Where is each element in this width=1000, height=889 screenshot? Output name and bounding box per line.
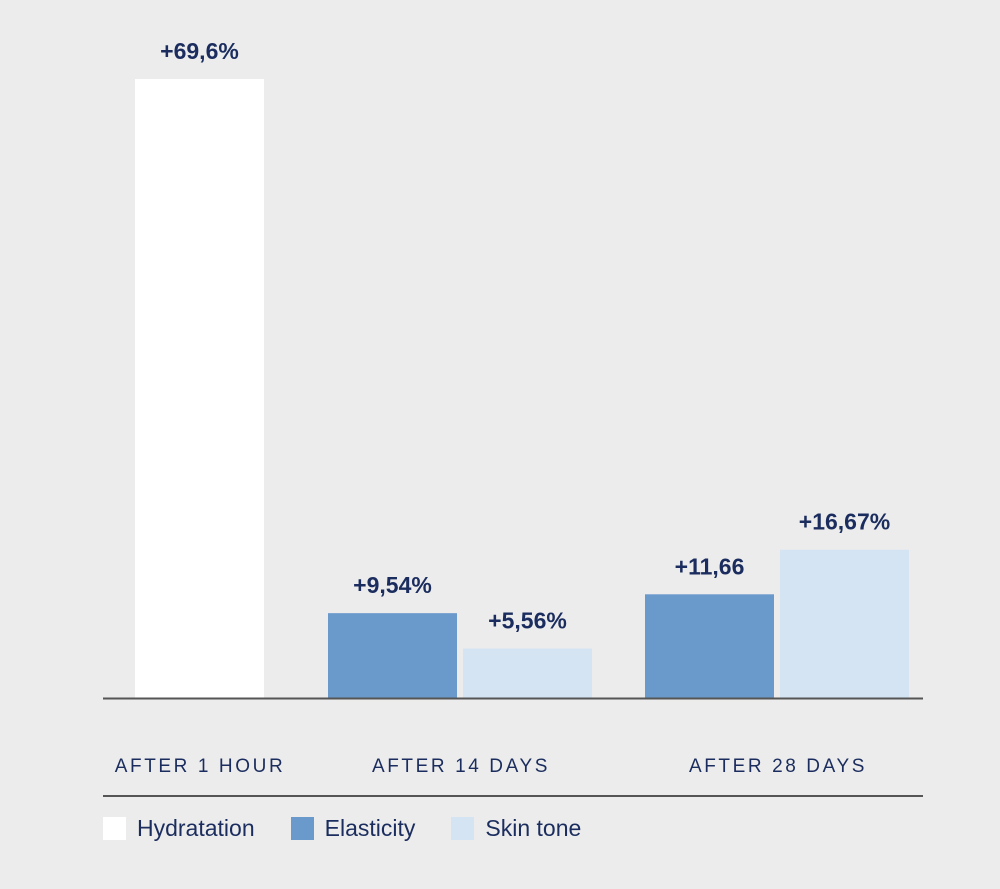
value-labels-layer: +69,6% +9,54% +5,56% +11,66 +16,67%: [160, 38, 890, 634]
data-label-elasticity-after-28-days: +11,66: [675, 553, 745, 579]
legend-label-skin-tone: Skin tone: [485, 814, 582, 841]
legend-item-hydratation: Hydratation: [103, 815, 255, 842]
legend-item-elasticity: Elasticity: [290, 814, 416, 842]
legend-item-skin-tone: Skin tone: [451, 815, 581, 842]
legend: Hydratation Elasticity Skin tone: [103, 811, 617, 845]
legend-label-hydratation: Hydratation: [137, 814, 255, 841]
category-labels-layer: AFTER 1 HOUR AFTER 14 DAYS AFTER 28 DAYS: [115, 756, 867, 777]
bar-skin-tone-after-14-days: [463, 648, 592, 698]
legend-swatch-hydratation: [103, 816, 126, 840]
category-label-after-14-days: AFTER 14 DAYS: [372, 756, 550, 777]
data-label-skin-tone-after-28-days: +16,67%: [799, 509, 890, 535]
legend-label-elasticity: Elasticity: [324, 814, 416, 841]
data-label-hydratation-after-1-hour: +69,6%: [160, 38, 239, 64]
data-label-skin-tone-after-14-days: +5,56%: [488, 608, 567, 634]
category-label-after-28-days: AFTER 28 DAYS: [689, 756, 867, 777]
data-label-elasticity-after-14-days: +9,54%: [353, 572, 432, 598]
category-label-after-1-hour: AFTER 1 HOUR: [115, 756, 286, 777]
bar-hydratation-after-1-hour: [135, 79, 264, 698]
bar-elasticity-after-28-days: [645, 594, 774, 698]
bar-elasticity-after-14-days: [328, 613, 457, 698]
bar-skin-tone-after-28-days: [780, 549, 909, 698]
legend-swatch-skin-tone: [451, 816, 475, 840]
legend-swatch-elasticity: [290, 816, 314, 840]
bars-layer: [135, 79, 909, 698]
